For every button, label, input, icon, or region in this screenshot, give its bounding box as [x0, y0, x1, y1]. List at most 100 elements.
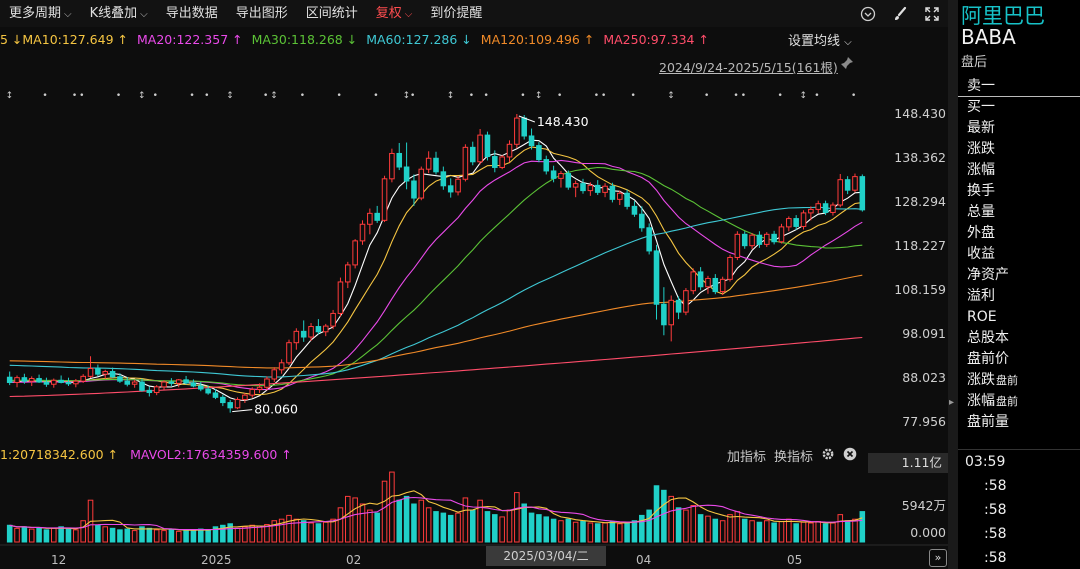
gear-icon[interactable] [821, 447, 835, 465]
toolbar-more-periods[interactable]: 更多周期 ⌵ [0, 0, 81, 27]
quote-field: 涨幅盘前 [958, 391, 1080, 412]
candle-body [396, 152, 403, 168]
volume-bar [403, 495, 410, 543]
expand-icon[interactable] [922, 4, 942, 24]
volume-bar [602, 522, 608, 543]
candle-body [859, 176, 866, 211]
candle-body [367, 212, 373, 225]
candle-body [447, 185, 454, 193]
candle-body [139, 381, 145, 391]
toolbar-kline-overlay[interactable]: K线叠加 ⌵ [81, 0, 157, 27]
volume-bar [109, 527, 116, 543]
candle-body [492, 156, 498, 168]
candle-body [602, 185, 608, 193]
ma-settings-button[interactable]: 设置均线 ⌵ [788, 30, 852, 49]
event-marker: • [204, 91, 209, 101]
brush-icon[interactable] [890, 4, 910, 24]
volume-chart[interactable]: 5942万 0.000 [0, 444, 948, 546]
volume-bar [146, 527, 153, 543]
ma10-line [9, 146, 863, 396]
toolbar-price-alert[interactable]: 到价提醒 [421, 0, 491, 27]
date-range-label[interactable]: 2024/9/24-2025/5/15(161根) [659, 60, 838, 75]
event-marker: • [777, 91, 782, 101]
event-marker: • [520, 91, 525, 101]
toolbar-adjust[interactable]: 复权 ⌵ [367, 0, 422, 27]
event-marker: • [153, 91, 158, 101]
volume-cursor-value: 1.11亿 [868, 453, 948, 473]
volume-bar [756, 521, 763, 543]
toolbar-export-data[interactable]: 导出数据 [157, 0, 227, 27]
volume-bar [822, 523, 829, 543]
volume-bar [712, 518, 719, 543]
close-icon[interactable] [843, 447, 857, 465]
toolbar-range-stats[interactable]: 区间统计 [297, 0, 367, 27]
candle-body [425, 157, 432, 170]
volume-bar [234, 527, 241, 543]
candle-body [58, 379, 64, 383]
volume-bar [683, 509, 689, 543]
scroll-right-button[interactable]: » [929, 549, 947, 567]
candle-body [212, 392, 219, 398]
candle-body [286, 342, 292, 364]
candle-body [837, 179, 844, 206]
event-marker: • [557, 91, 562, 101]
candle-body [28, 378, 35, 382]
volume-bar [322, 521, 329, 543]
volume-bar [719, 520, 726, 543]
event-marker: ↕ [447, 91, 455, 101]
event-marker: • [79, 91, 84, 101]
pin-icon[interactable] [840, 56, 854, 74]
candle-body [153, 386, 160, 394]
volume-bar [808, 522, 814, 543]
add-indicator-button[interactable]: 加指标 [727, 450, 767, 465]
event-marker: ↕ [800, 91, 808, 101]
volume-bar [352, 497, 358, 543]
volume-bar [837, 514, 844, 543]
volume-bar [646, 509, 652, 543]
toolbar-label: 导出数据 [165, 6, 218, 21]
ma120-line [9, 274, 863, 369]
candlestick-chart[interactable]: ↕ • • • • ↕ • • • ↕ • ↕ • • • ↕ • ↕ • • • ↕ • • • • ↕ • • • • ↕ • •148.43… [0, 84, 948, 442]
candle-body [190, 382, 197, 387]
candle-body [808, 208, 814, 214]
high-pointer [518, 115, 536, 123]
event-marker: ↕ [6, 91, 14, 101]
quote-field: 总量 [958, 202, 1080, 223]
x-tick-label: 2025 [201, 553, 232, 567]
chevron-down-circle-icon[interactable] [858, 4, 878, 24]
chevron-right-icon[interactable]: ▸ [949, 397, 955, 408]
volume-bar [198, 528, 204, 543]
volume-bar [741, 518, 748, 543]
event-marker: • [704, 91, 709, 101]
trade-time: :58 [984, 478, 1007, 494]
panel-splitter[interactable] [948, 0, 958, 569]
event-marker: ↕ [270, 91, 278, 101]
candle-body [242, 394, 248, 401]
event-marker: • [336, 91, 341, 101]
toolbar-export-image[interactable]: 导出图形 [227, 0, 297, 27]
event-marker: ↕ [226, 91, 234, 101]
event-marker: ↕ [667, 91, 675, 101]
price-axis-label: 77.956 [902, 414, 946, 429]
candle-body [631, 205, 638, 215]
volume-bar [308, 522, 314, 543]
switch-indicator-button[interactable]: 换指标 [774, 450, 814, 465]
ma-settings-label: 设置均线 [788, 34, 841, 49]
volume-bar [131, 530, 138, 543]
volume-axis-label: 0.000 [910, 525, 946, 540]
candle-body [374, 212, 380, 221]
candle-body [256, 386, 263, 390]
ma60-line [9, 206, 863, 378]
quote-field: 盘前价 [958, 349, 1080, 370]
quote-field-label: 涨幅 [967, 162, 995, 178]
candle-body [65, 381, 72, 385]
candle-body [264, 378, 270, 388]
quote-field-label: ROE [967, 309, 997, 325]
ma250-value: MA250:97.334 ↑ [603, 31, 709, 47]
candle-body [220, 396, 226, 404]
candle-body [844, 179, 851, 191]
mavol2-line [9, 496, 863, 531]
volume-bar [786, 518, 792, 543]
volume-bar [286, 514, 292, 543]
event-marker: • [116, 91, 121, 101]
